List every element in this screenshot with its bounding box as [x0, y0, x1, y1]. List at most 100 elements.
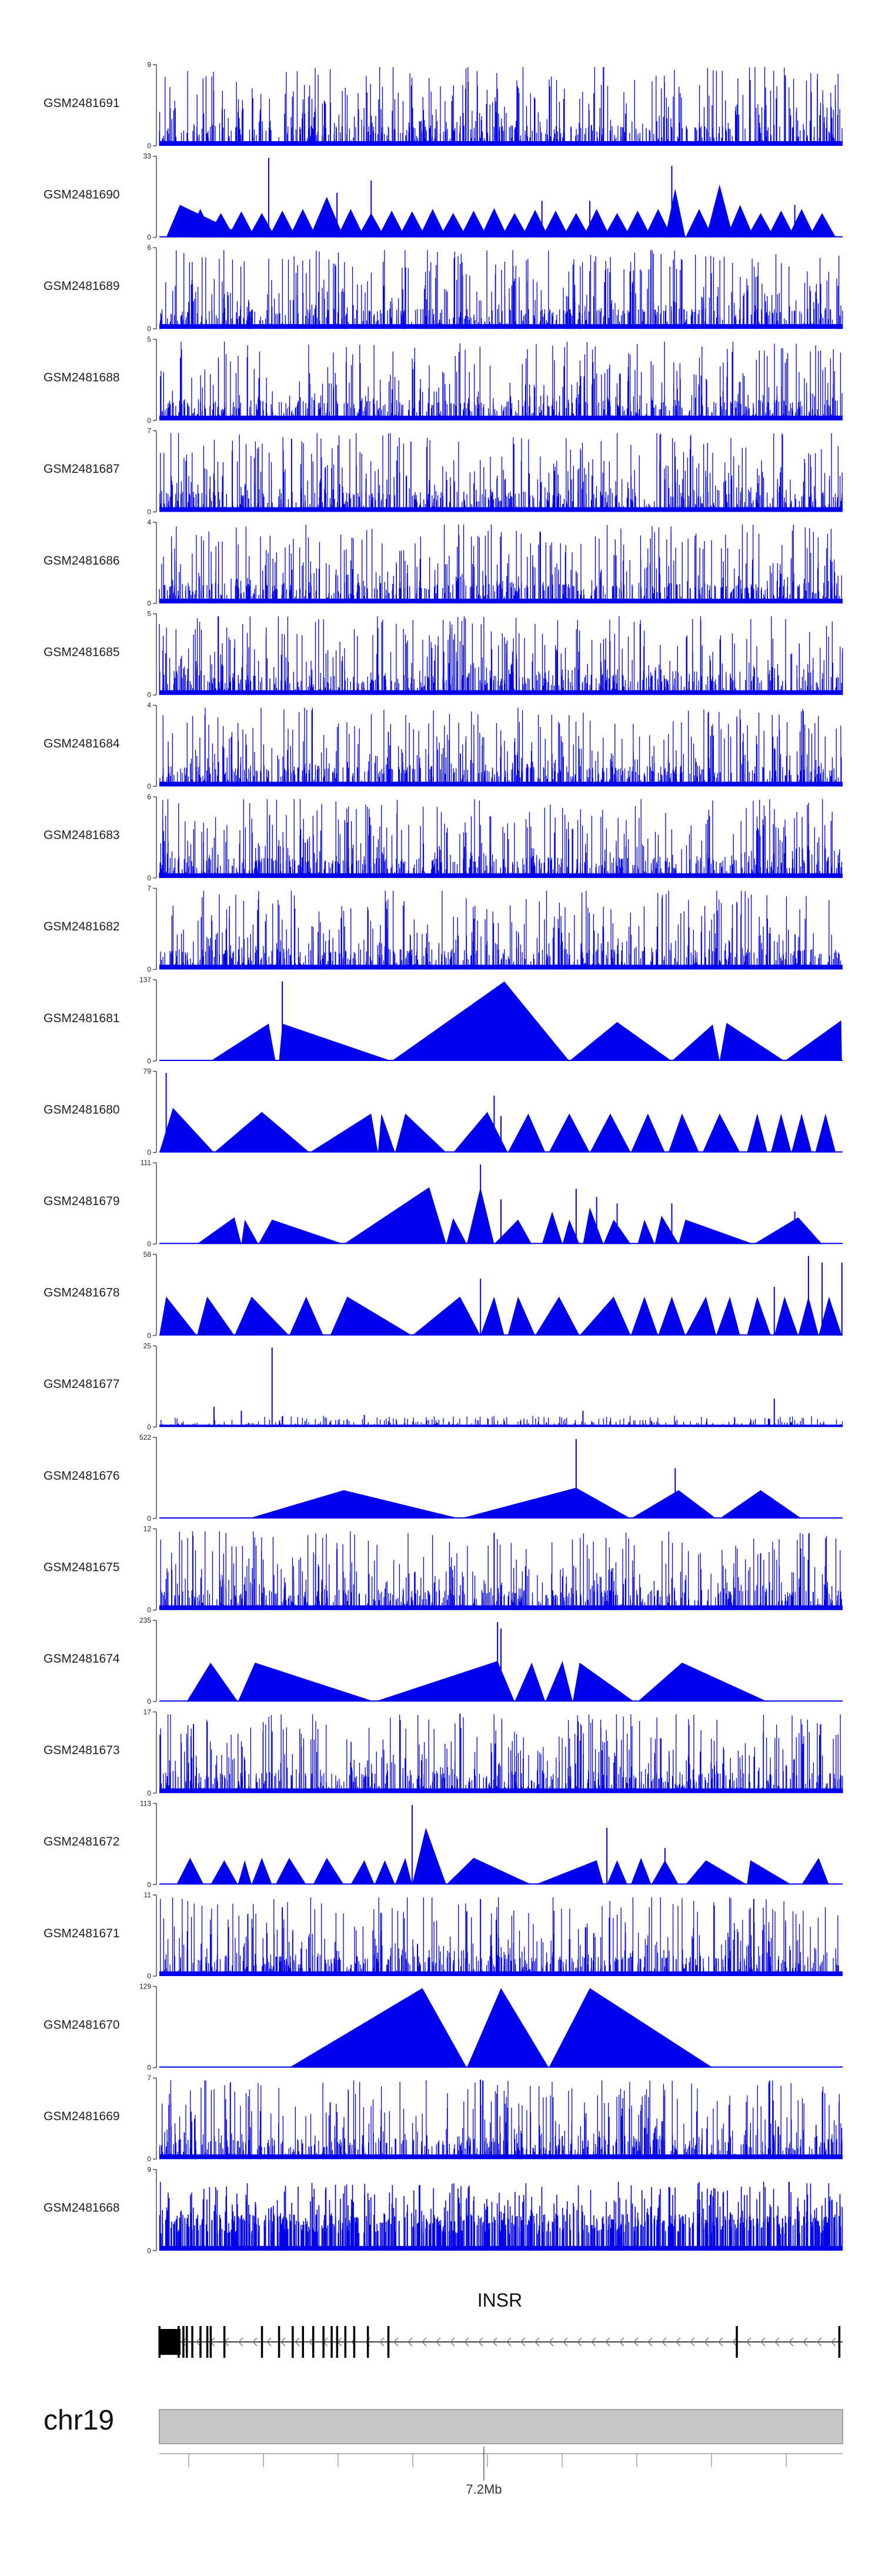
coverage-peak: [343, 1187, 446, 1244]
coverage-peak: [719, 1023, 785, 1061]
track-label: GSM2481687: [44, 462, 120, 476]
track-label: GSM2481679: [44, 1194, 120, 1208]
track-GSM2481690: GSM2481690 33 0: [44, 152, 843, 242]
gene-exon: [260, 2326, 263, 2358]
coverage-peak: [460, 1487, 631, 1519]
track-signal: [159, 250, 843, 329]
track-ymax-label: 25: [143, 1342, 152, 1350]
track-ymax-label: 4: [147, 701, 151, 709]
coverage-peak: [330, 1296, 412, 1336]
gene-exon: [178, 2326, 180, 2358]
coverage-peak: [562, 1219, 580, 1244]
coverage-peak: [289, 1988, 467, 2068]
track-ymin-label: 0: [147, 1149, 151, 1157]
track-GSM2481687: GSM2481687 7 0: [44, 426, 843, 516]
track-ymax-label: 522: [139, 1433, 151, 1442]
track-signal: [159, 158, 843, 238]
coverage-peak: [747, 1113, 768, 1153]
track-label: GSM2481685: [44, 645, 120, 659]
track-ymin-label: 0: [147, 325, 151, 333]
coverage-peak: [275, 1857, 306, 1885]
track-ymin-label: 0: [147, 1789, 151, 1797]
coverage-peak: [542, 1212, 563, 1244]
track-signal: [159, 981, 843, 1061]
coverage-peak: [573, 1663, 634, 1702]
gene-exon: [209, 2326, 212, 2358]
track-ymax-label: 113: [140, 1799, 151, 1807]
coverage-bars: [159, 433, 843, 512]
coverage-peak: [685, 1296, 716, 1336]
coverage-peak: [726, 205, 754, 238]
coverage-peak: [377, 1113, 395, 1153]
track-GSM2481670: GSM2481670 129 0: [44, 1983, 843, 2072]
track-ymax-label: 12: [143, 1525, 152, 1533]
gene-exon: [158, 2326, 161, 2358]
chromosome-ideogram-track: chr19 7.2Mb: [44, 2405, 843, 2497]
coverage-peak: [535, 1860, 604, 1885]
coverage-peak: [603, 213, 631, 238]
track-GSM2481684: GSM2481684 4 0: [44, 701, 843, 790]
track-GSM2481683: GSM2481683 6 0: [44, 793, 843, 882]
coverage-peak: [395, 1113, 446, 1153]
track-ymin-label: 0: [147, 1057, 151, 1065]
coverage-baseline: [159, 141, 843, 146]
track-signal: [159, 2181, 843, 2251]
track-ymax-label: 111: [141, 1159, 152, 1167]
track-signal: [159, 708, 843, 787]
chromosome-band: [159, 2409, 843, 2444]
coverage-baseline: [159, 1788, 843, 1793]
coverage-peak: [569, 1022, 672, 1061]
track-label: GSM2481674: [44, 1652, 120, 1666]
track-label: GSM2481690: [44, 188, 120, 201]
coverage-peak: [289, 209, 317, 238]
track-signal: [159, 433, 843, 512]
track-label: GSM2481683: [44, 829, 120, 842]
coverage-peak: [460, 211, 487, 238]
coverage-peak: [637, 1219, 655, 1244]
track-signal: [159, 1621, 843, 1702]
gene-exon: [344, 2326, 347, 2358]
coverage-peak: [607, 1860, 627, 1885]
track-ymin-label: 0: [147, 233, 151, 242]
gene-exon: [223, 2326, 226, 2358]
coverage-peak: [685, 1860, 747, 1885]
track-label: GSM2481681: [44, 1012, 120, 1025]
track-GSM2481671: GSM2481671 11 0: [44, 1891, 843, 1980]
coverage-peak: [549, 1113, 590, 1153]
coverage-peak: [747, 213, 774, 238]
track-label: GSM2481671: [44, 1927, 120, 1940]
track-ymax-label: 79: [143, 1067, 152, 1076]
track-label: GSM2481688: [44, 371, 120, 385]
gene-exon: [278, 2326, 280, 2358]
coverage-peak: [549, 1988, 713, 2068]
coverage-peak: [774, 1296, 799, 1336]
coverage-peak: [630, 1113, 665, 1153]
track-GSM2481679: GSM2481679 111 0: [44, 1159, 843, 1248]
coverage-peak: [412, 1827, 446, 1885]
gene-exon: [182, 2326, 185, 2358]
track-ymin-label: 0: [147, 1606, 151, 1614]
track-GSM2481681: GSM2481681 137 0: [44, 976, 843, 1065]
track-signal: [159, 67, 843, 146]
track-signal: [159, 341, 843, 421]
coverage-peak: [747, 1296, 771, 1336]
coverage-baseline: [159, 1424, 843, 1427]
track-GSM2481676: GSM2481676 522 0: [44, 1433, 843, 1523]
ruler-ticks: [188, 2454, 787, 2467]
coverage-peak: [211, 1023, 276, 1061]
track-signal: [159, 1988, 843, 2068]
coverage-peak: [196, 1296, 235, 1336]
track-label: GSM2481675: [44, 1560, 120, 1574]
track-ymax-label: 7: [147, 426, 151, 435]
coverage-peak: [392, 981, 570, 1061]
track-ymin-label: 0: [147, 2247, 151, 2255]
gene-exon: [353, 2326, 356, 2358]
track-ymin-label: 0: [147, 416, 151, 425]
track-ymin-label: 0: [147, 1423, 151, 1431]
track-ymin-label: 0: [147, 782, 151, 790]
coverage-peak: [535, 1296, 580, 1336]
coverage-bars: [160, 341, 843, 421]
coverage-peak: [753, 1217, 823, 1244]
coverage-peak: [579, 1296, 631, 1336]
